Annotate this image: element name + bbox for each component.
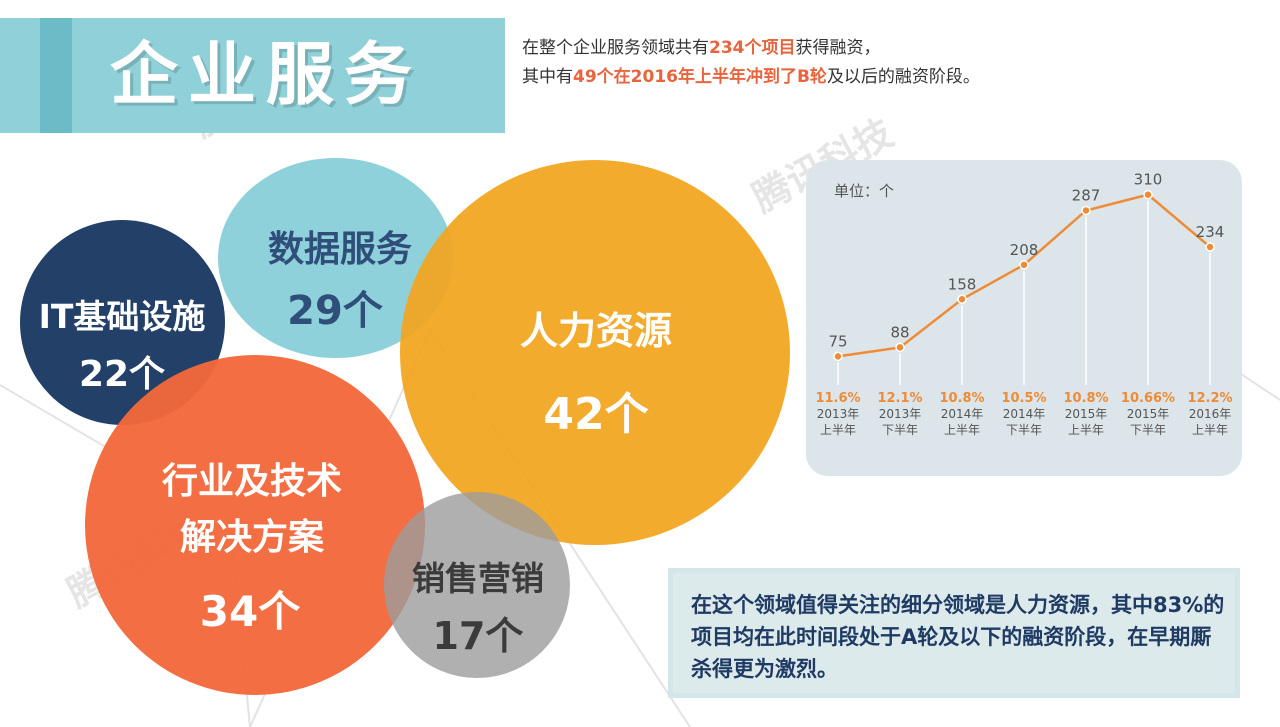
chart-category-label: 2015年 <box>1127 407 1170 421</box>
chart-value-label: 234 <box>1196 223 1225 241</box>
bubble-count-it: 22个 <box>78 354 166 395</box>
chart-point <box>1019 260 1029 270</box>
note-box: 在这个领域值得关注的细分领域是人力资源，其中83%的项目均在此时间段处于A轮及以… <box>668 568 1240 698</box>
line-chart: 单位：个 75 88 158 208 287 310 234 11.6% 12.1% 10.8% 1… <box>815 171 1232 437</box>
intro-line1-post: 获得融资， <box>795 38 881 58</box>
chart-category-label: 上半年 <box>944 423 980 437</box>
bubble-count-hr: 42个 <box>543 389 649 440</box>
chart-category-label: 上半年 <box>1192 423 1228 437</box>
note-text: 在这个领域值得关注的细分领域是人力资源，其中83%的项目均在此时间段处于A轮及以… <box>691 593 1225 681</box>
intro-line2-pre: 其中有 <box>522 67 573 87</box>
chart-percent-label: 12.2% <box>1187 391 1232 406</box>
chart-category-label: 上半年 <box>820 423 856 437</box>
chart-category-label: 上半年 <box>1068 423 1104 437</box>
chart-percent-label: 10.5% <box>1001 391 1046 406</box>
intro-line-1: 在整个企业服务领域共有234个项目获得融资， <box>522 34 980 63</box>
chart-category-label: 2013年 <box>879 407 922 421</box>
chart-point <box>1081 205 1091 216</box>
chart-percent-label: 11.6% <box>815 391 860 406</box>
chart-value-label: 75 <box>828 332 847 350</box>
bubble-sales-marketing <box>384 492 570 678</box>
chart-value-label: 208 <box>1010 241 1039 259</box>
bubble-label-sales: 销售营销 <box>412 559 544 598</box>
bubble-count-data: 29个 <box>287 288 383 334</box>
bubble-count-sales: 17个 <box>432 614 524 658</box>
chart-value-label: 88 <box>890 323 909 341</box>
bubble-label-hr: 人力资源 <box>519 309 673 353</box>
bubble-human-resources <box>400 160 790 545</box>
chart-percent-label: 12.1% <box>877 391 922 406</box>
chart-category-label: 下半年 <box>1006 423 1042 437</box>
chart-value-label: 158 <box>948 275 977 293</box>
chart-category-label: 下半年 <box>1130 423 1166 437</box>
bubble-label-data: 数据服务 <box>267 229 413 270</box>
bubble-count-industry: 34个 <box>199 587 301 636</box>
intro-line1-pre: 在整个企业服务领域共有 <box>522 38 709 58</box>
intro-line1-highlight: 234个项目 <box>709 38 796 58</box>
chart-point <box>895 342 905 353</box>
chart-point <box>1205 242 1215 252</box>
intro-line2-highlight: 49个在2016年上半年冲到了B轮 <box>573 67 827 87</box>
intro-line-2: 其中有49个在2016年上半年冲到了B轮及以后的融资阶段。 <box>522 63 980 92</box>
chart-category-label: 2016年 <box>1189 407 1232 421</box>
bubble-label-it: IT基础设施 <box>38 297 206 336</box>
chart-category-label: 2014年 <box>941 407 984 421</box>
bubble-label-industry-line2: 解决方案 <box>179 517 325 558</box>
bubble-industry-solutions <box>85 355 425 695</box>
chart-point <box>1143 189 1153 200</box>
chart-category-label: 下半年 <box>882 423 918 437</box>
chart-point <box>957 294 967 305</box>
chart-unit-label: 单位：个 <box>834 182 894 200</box>
intro-text: 在整个企业服务领域共有234个项目获得融资， 其中有49个在2016年上半年冲到… <box>522 34 980 92</box>
bubble-label-industry-line1: 行业及技术 <box>161 461 343 502</box>
chart-category-label: 2014年 <box>1003 407 1046 421</box>
chart-percent-label: 10.66% <box>1121 391 1175 406</box>
chart-point <box>833 351 843 362</box>
header-banner <box>0 18 505 133</box>
chart-value-label: 310 <box>1134 171 1163 189</box>
chart-value-label: 287 <box>1072 186 1101 204</box>
chart-category-label: 2013年 <box>817 407 860 421</box>
intro-line2-post: 及以后的融资阶段。 <box>826 67 980 87</box>
chart-category-label: 2015年 <box>1065 407 1108 421</box>
page-title: 企业服务 <box>110 36 423 115</box>
chart-percent-label: 10.8% <box>939 391 984 406</box>
chart-percent-label: 10.8% <box>1063 391 1108 406</box>
header-accent-bar <box>40 18 72 133</box>
